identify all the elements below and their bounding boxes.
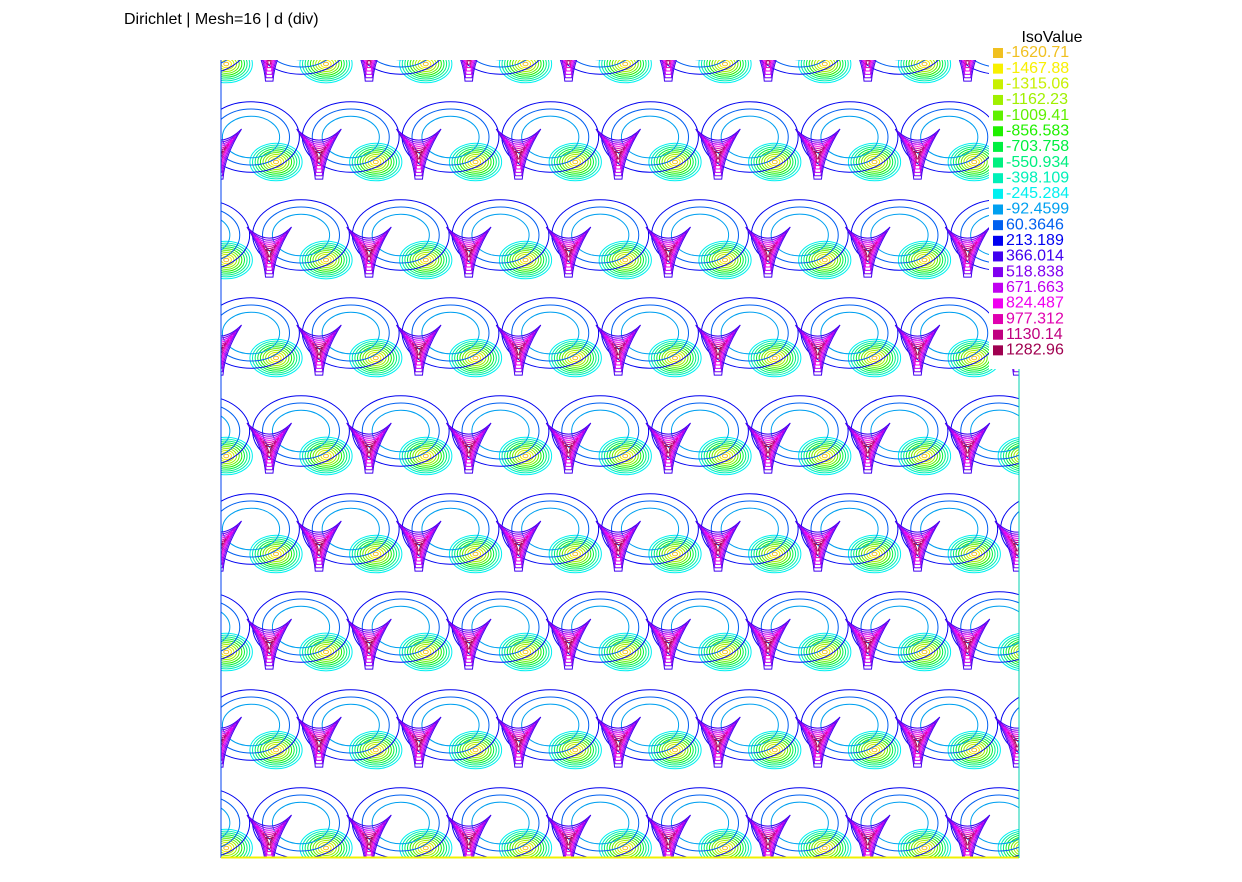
legend-label: -1620.71 — [1006, 44, 1069, 61]
legend-swatch — [993, 63, 1003, 74]
legend-swatch — [993, 314, 1003, 325]
chart-title: Dirichlet | Mesh=16 | d (div) — [124, 11, 319, 28]
legend-label: 1282.96 — [1006, 342, 1064, 359]
contour-line — [221, 60, 1019, 846]
legend-label: -245.284 — [1006, 185, 1069, 202]
contour-line — [221, 60, 1019, 856]
legend-swatch — [993, 220, 1003, 231]
contour-line — [221, 60, 1019, 845]
legend-label: 824.487 — [1006, 295, 1064, 312]
legend-swatch — [993, 173, 1003, 184]
legend-swatch — [993, 235, 1003, 246]
contour-line — [223, 61, 978, 851]
legend-swatch — [993, 188, 1003, 199]
legend-label: 213.189 — [1006, 232, 1064, 249]
legend-label: -1315.06 — [1006, 76, 1069, 93]
contour-line — [221, 60, 1019, 849]
contour-line — [221, 60, 1019, 856]
legend-swatch — [993, 141, 1003, 152]
legend-label: -703.758 — [1006, 138, 1069, 155]
legend-label: 366.014 — [1006, 248, 1064, 265]
legend-swatch — [993, 48, 1003, 58]
contour-line — [221, 60, 1019, 858]
legend-label: -398.109 — [1006, 169, 1069, 186]
legend-swatch — [993, 298, 1003, 309]
legend-label: 518.838 — [1006, 263, 1064, 280]
legend-swatch — [993, 204, 1003, 215]
legend-swatch — [993, 94, 1003, 105]
legend-swatch — [993, 126, 1003, 137]
contour-line — [221, 60, 1019, 858]
contour-line — [221, 60, 1019, 855]
legend-label: 60.3646 — [1006, 216, 1064, 233]
contour-line — [221, 60, 1019, 858]
legend-label: -856.583 — [1006, 122, 1069, 139]
contour-line — [221, 60, 1019, 858]
legend-box — [989, 28, 1077, 369]
contour-line — [221, 60, 1019, 858]
legend-label: 977.312 — [1006, 310, 1064, 327]
legend-label: 1130.14 — [1006, 326, 1063, 343]
legend-label: -1162.23 — [1006, 91, 1068, 108]
legend-label: -550.934 — [1006, 154, 1069, 171]
legend-label: 671.663 — [1006, 279, 1064, 296]
contour-line — [221, 60, 1019, 858]
contour-line — [221, 60, 1019, 858]
plot-area — [221, 60, 1019, 858]
legend-swatch — [993, 110, 1003, 121]
legend-swatch — [993, 329, 1003, 340]
legend-swatch — [993, 282, 1003, 293]
contour-line — [221, 60, 1019, 852]
contour-line — [221, 60, 1019, 858]
contour-line — [221, 60, 1019, 858]
legend-label: -1009.41 — [1006, 107, 1069, 124]
contour-line — [221, 60, 1019, 853]
legend-swatch — [993, 157, 1003, 168]
contour-line — [221, 60, 1019, 858]
legend-label: -1467.88 — [1006, 60, 1069, 77]
legend: IsoValue -1620.71-1467.88-1315.06-1162.2… — [989, 28, 1083, 369]
contour-line — [221, 60, 1019, 853]
legend-swatch — [993, 267, 1003, 278]
legend-swatch — [993, 345, 1003, 356]
legend-swatch — [993, 79, 1003, 90]
legend-title: IsoValue — [1021, 29, 1082, 46]
legend-swatch — [993, 251, 1003, 262]
legend-label: -92.4599 — [1006, 201, 1069, 218]
